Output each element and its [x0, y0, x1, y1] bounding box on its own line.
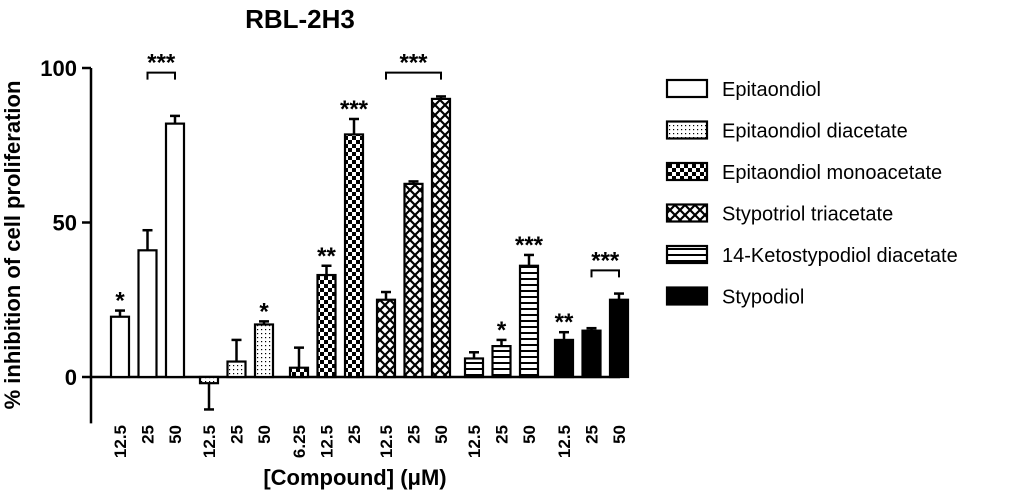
- x-tick-label: 12.5: [465, 425, 484, 458]
- bar: [253, 323, 275, 379]
- significance-label: *: [497, 317, 507, 344]
- bar: [463, 357, 485, 379]
- legend-swatch: [665, 203, 709, 223]
- bar: [137, 249, 158, 379]
- bar: [430, 97, 452, 379]
- legend-label: Stypodiol: [722, 287, 804, 309]
- x-tick-label: 25: [139, 425, 158, 444]
- bar: [608, 298, 630, 379]
- legend-label: 14-Ketostypodiol diacetate: [722, 245, 958, 267]
- legend-swatch: [665, 78, 709, 99]
- legend-label: Epitaondiol: [722, 79, 821, 101]
- y-tick-label: 0: [65, 365, 77, 390]
- bar: [288, 366, 310, 379]
- x-axis-title: [Compound] (μM): [263, 465, 446, 490]
- bracket-label: ***: [147, 50, 176, 77]
- significance-bracket: [146, 71, 176, 80]
- significance-label: **: [317, 243, 336, 270]
- y-axis: 0 50 100: [40, 56, 93, 424]
- legend-swatch: [665, 161, 709, 182]
- bars-layer: [109, 95, 630, 411]
- x-tick-label: 25: [228, 425, 247, 444]
- bar: [491, 345, 512, 379]
- bar: [226, 360, 247, 379]
- x-tick-label: 25: [405, 425, 424, 444]
- x-tick-label: 12.5: [555, 425, 574, 458]
- legend-label: Epitaondiol monoacetate: [722, 162, 942, 184]
- y-tick-label: 50: [53, 211, 77, 236]
- legend-label: Epitaondiol diacetate: [722, 121, 908, 143]
- x-tick-layer: 12.5 25 50 12.5 25 50 6.25 12.5 25 12.5 25 50 12.5 25…: [111, 425, 629, 458]
- significance-bracket: [385, 71, 442, 80]
- x-tick-label: 50: [166, 425, 185, 444]
- x-tick-label: 25: [345, 425, 364, 444]
- bar: [518, 264, 540, 379]
- x-tick-label: 12.5: [318, 425, 337, 458]
- bar: [375, 298, 397, 379]
- significance-label: ***: [340, 96, 369, 123]
- legend-label: Stypotriol triacetate: [722, 204, 893, 226]
- significance-label: **: [555, 309, 574, 336]
- chart-title: RBL-2H3: [245, 4, 355, 34]
- bracket-label: ***: [591, 247, 620, 274]
- significance-label: *: [115, 288, 125, 315]
- x-tick-label: 25: [583, 425, 602, 444]
- x-tick-label: 12.5: [200, 425, 219, 458]
- bar: [198, 375, 220, 385]
- x-tick-label: 6.25: [290, 425, 309, 458]
- bar: [109, 315, 131, 379]
- y-tick-label: 100: [40, 56, 77, 81]
- x-tick-label: 50: [520, 425, 539, 444]
- legend-swatch: [665, 286, 709, 306]
- bar: [343, 133, 365, 379]
- legend: Epitaondiol Epitaondiol diacetate Epitaond…: [665, 78, 958, 309]
- x-tick-label: 25: [493, 425, 512, 444]
- bar: [316, 273, 337, 379]
- significance-label: *: [259, 298, 269, 325]
- legend-swatch: [665, 244, 709, 265]
- x-tick-label: 50: [610, 425, 629, 444]
- bracket-label: ***: [399, 50, 428, 77]
- x-tick-label: 12.5: [111, 425, 130, 458]
- significance-label: ***: [515, 232, 544, 259]
- significance-bracket: [590, 269, 620, 278]
- bar: [581, 329, 602, 379]
- x-tick-label: 50: [432, 425, 451, 444]
- x-tick-label: 12.5: [377, 425, 396, 458]
- legend-swatch: [665, 120, 709, 140]
- bar: [403, 182, 424, 379]
- significance-layer: * *************** ******: [115, 50, 620, 344]
- y-axis-title: % inhibition of cell proliferation: [0, 81, 25, 410]
- bar: [553, 338, 575, 379]
- bar: [164, 122, 186, 379]
- x-tick-label: 50: [255, 425, 274, 444]
